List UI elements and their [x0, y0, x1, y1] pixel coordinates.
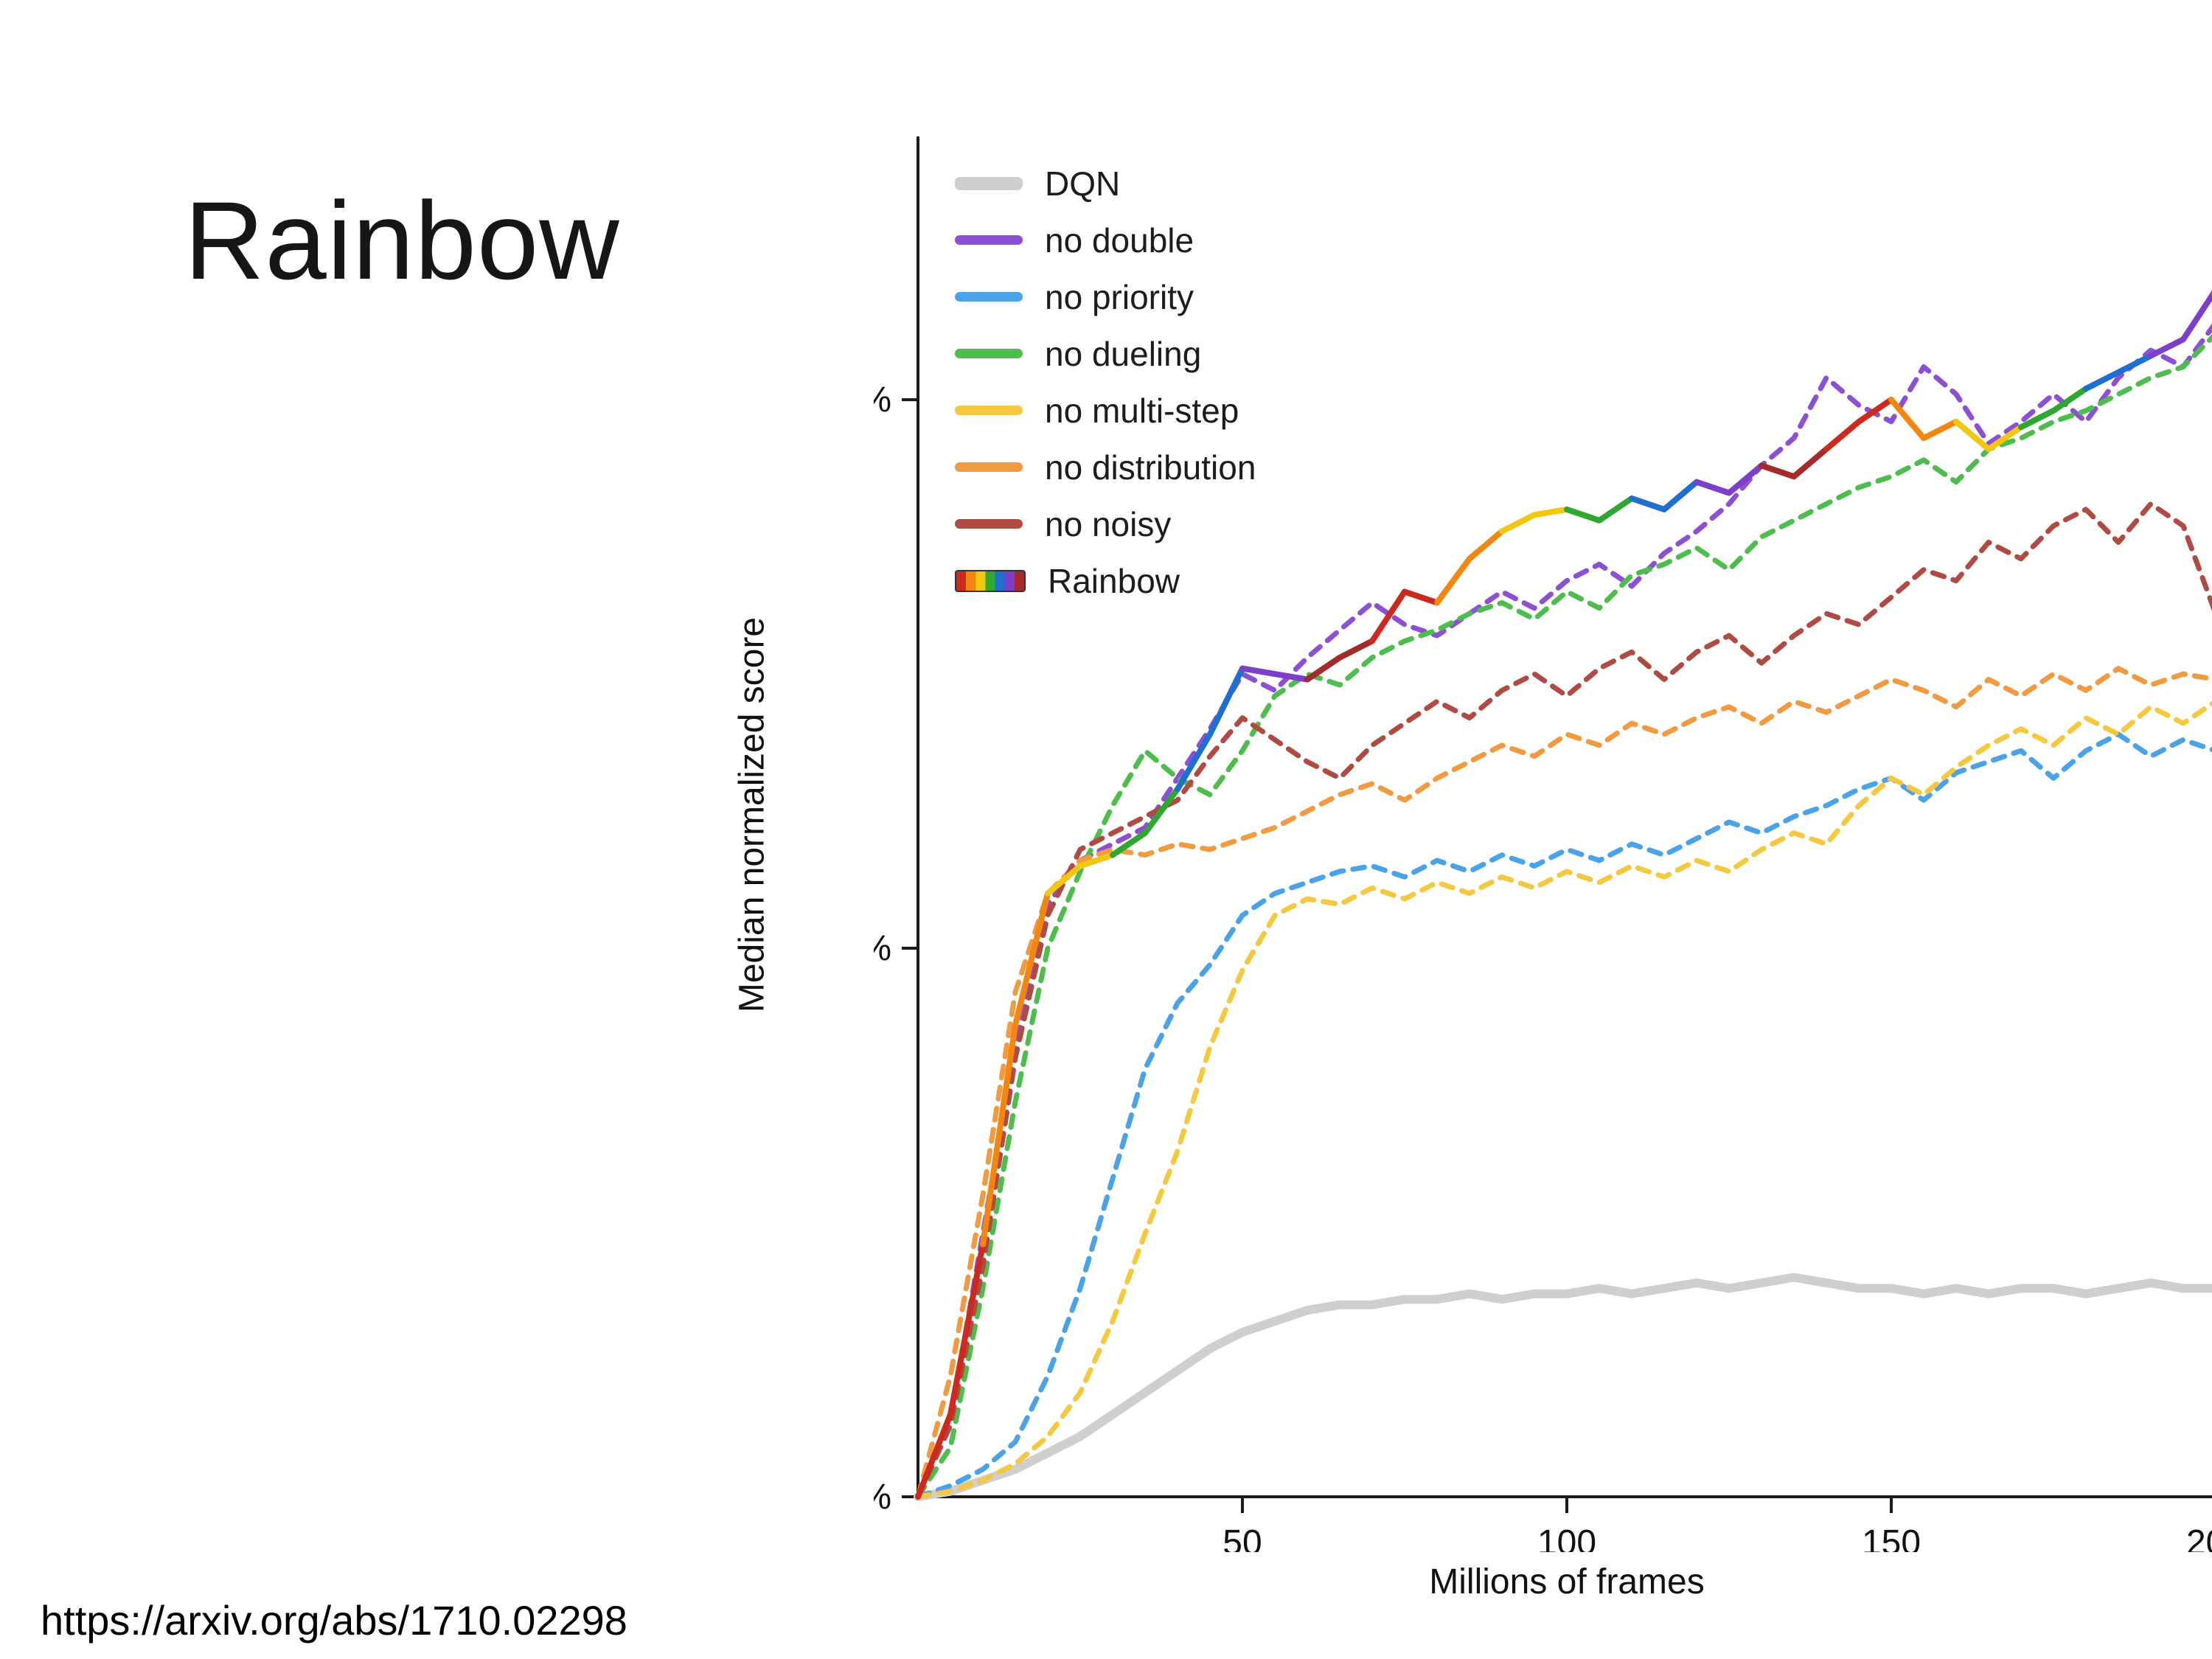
legend-item: no multi-step	[955, 382, 1256, 439]
x-tick-label: 100	[1537, 1523, 1596, 1552]
legend-item: no distribution	[955, 439, 1256, 495]
legend-swatch-no-dueling	[955, 349, 1023, 358]
series-line-no-multi-step	[915, 700, 2212, 1500]
legend-swatch-no-multi-step	[955, 406, 1023, 415]
series-line-rainbow	[1239, 665, 1310, 683]
legend-item: no priority	[955, 268, 1256, 325]
source-url: https://arxiv.org/abs/1710.02298	[41, 1597, 627, 1644]
chart-plot-area: 0% 100% 200% 50 100 150 200	[874, 136, 2212, 1552]
legend-item: no noisy	[955, 495, 1256, 552]
legend-swatch-rainbow	[955, 569, 1026, 592]
legend-swatch-dqn	[955, 176, 1023, 190]
series-line-no-dueling	[915, 333, 2212, 1500]
series-line-dqn	[914, 1273, 2212, 1501]
legend-item: Rainbow	[955, 552, 1256, 609]
y-tick-label: 100%	[874, 929, 891, 968]
x-tick-label: 200	[2186, 1523, 2212, 1552]
series-line-rainbow	[2018, 386, 2089, 431]
x-tick-label: 150	[1862, 1523, 1921, 1552]
series-line-no-distribution	[915, 666, 2212, 1500]
legend-swatch-no-double	[955, 235, 1023, 245]
legend-swatch-no-distribution	[955, 462, 1023, 472]
x-axis-label: Millions of frames	[1429, 1562, 1705, 1601]
series-line-rainbow	[1888, 397, 1959, 442]
series-line-rainbow	[915, 1241, 986, 1500]
legend-label: no distribution	[1045, 448, 1256, 487]
series-line-rainbow	[1823, 397, 1894, 453]
series-line-rainbow	[2083, 352, 2154, 392]
series-line-rainbow	[1499, 506, 1570, 535]
chart-legend: DQN no double no priority no dueling no mult…	[955, 155, 1256, 609]
series-line-rainbow	[1045, 852, 1116, 897]
legend-swatch-no-priority	[955, 292, 1023, 302]
y-tick-label: 0%	[874, 1478, 891, 1517]
legend-label: no priority	[1045, 277, 1194, 316]
slide-title: Rainbow	[184, 178, 620, 302]
legend-label: no double	[1045, 220, 1194, 260]
series-line-rainbow	[1629, 479, 1700, 512]
series-line-rainbow	[1175, 665, 1245, 793]
series-line-rainbow	[980, 890, 1051, 1248]
legend-label: Rainbow	[1048, 561, 1180, 600]
series-line-rainbow	[1953, 418, 2024, 453]
legend-label: DQN	[1045, 164, 1121, 203]
legend-item: no dueling	[955, 325, 1256, 382]
series-line-rainbow	[1110, 786, 1180, 858]
series-line-no-double	[915, 323, 2212, 1500]
series-line-rainbow	[1369, 588, 1440, 644]
legend-label: no multi-step	[1045, 391, 1239, 430]
series-line-no-noisy	[915, 501, 2212, 1500]
legend-item: DQN	[955, 155, 1256, 212]
legend-item: no double	[955, 212, 1256, 268]
legend-label: no noisy	[1045, 504, 1172, 543]
legend-swatch-no-noisy	[955, 519, 1023, 529]
y-tick-label: 200%	[874, 380, 891, 420]
series-line-rainbow	[1304, 638, 1375, 683]
x-tick-label: 50	[1222, 1523, 1262, 1552]
legend-label: no dueling	[1045, 334, 1202, 373]
series-line-rainbow	[1434, 528, 1505, 606]
series-line-no-priority	[915, 731, 2212, 1500]
series-line-rainbow	[1759, 446, 1829, 480]
series-line-rainbow	[1694, 462, 1764, 496]
series-line-rainbow	[1564, 495, 1635, 524]
y-axis-label: Median normalized score	[732, 616, 772, 1013]
series-line-rainbow	[2148, 290, 2212, 359]
